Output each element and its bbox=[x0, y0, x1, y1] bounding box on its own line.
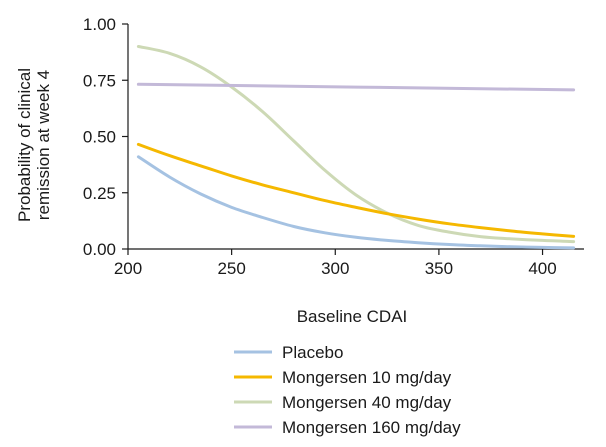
x-axis-title: Baseline CDAI bbox=[297, 307, 408, 326]
plot-lines bbox=[136, 45, 576, 250]
series-line-mongersen-160-mg-day bbox=[136, 82, 576, 92]
x-tick-label: 200 bbox=[114, 259, 142, 278]
legend-label-mongersen-160-mg-day: Mongersen 160 mg/day bbox=[282, 418, 461, 437]
x-tick-label: 350 bbox=[425, 259, 453, 278]
x-tick-label: 300 bbox=[321, 259, 349, 278]
series-line-mongersen-10-mg-day bbox=[136, 142, 576, 238]
y-tick-label: 0.25 bbox=[83, 184, 116, 203]
series-line-placebo bbox=[136, 155, 576, 250]
series-line-mongersen-40-mg-day bbox=[136, 45, 576, 244]
y-ticks: 0.00 0.25 0.50 0.75 1.00 bbox=[83, 15, 128, 259]
x-tick-label: 400 bbox=[528, 259, 556, 278]
y-tick-label: 1.00 bbox=[83, 15, 116, 34]
legend-label-mongersen-10-mg-day: Mongersen 10 mg/day bbox=[282, 368, 452, 387]
y-tick-label: 0.75 bbox=[83, 71, 116, 90]
y-axis-title: Probability of clinical remission at wee… bbox=[15, 68, 53, 222]
axes bbox=[127, 24, 584, 250]
legend: Placebo Mongersen 10 mg/day Mongersen 40 m… bbox=[234, 343, 461, 437]
legend-label-mongersen-40-mg-day: Mongersen 40 mg/day bbox=[282, 393, 452, 412]
x-tick-label: 250 bbox=[217, 259, 245, 278]
y-axis-title-line-2: remission at week 4 bbox=[34, 70, 53, 220]
y-tick-label: 0.00 bbox=[83, 240, 116, 259]
x-ticks: 200 250 300 350 400 bbox=[114, 249, 557, 278]
y-axis-title-line-1: Probability of clinical bbox=[15, 68, 34, 222]
legend-label-placebo: Placebo bbox=[282, 343, 343, 362]
y-tick-label: 0.50 bbox=[83, 128, 116, 147]
